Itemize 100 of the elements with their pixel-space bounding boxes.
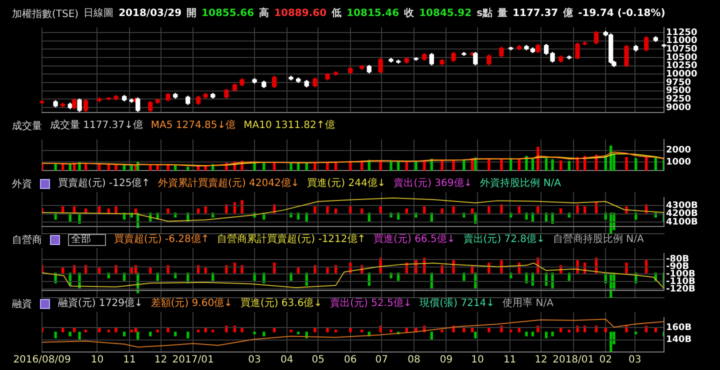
bar [452, 260, 455, 274]
text: 10815.46 [346, 8, 400, 19]
bar [525, 212, 528, 220]
bar [576, 204, 579, 214]
bar [474, 272, 477, 288]
x-tick-label: 2017/01 [172, 354, 214, 366]
chart-title: 外資 [12, 178, 32, 191]
y-tick-label: 4100B [666, 217, 698, 228]
bar [166, 208, 170, 214]
annotation: 買進(元) 63.6億↓ [240, 298, 322, 309]
text: s點 [476, 8, 493, 19]
bar [326, 206, 329, 214]
bar [149, 268, 152, 274]
x-tick-label: 2016/08/09 [13, 354, 71, 366]
bar [290, 212, 292, 218]
text: 外資持股比例 N/A [480, 178, 562, 189]
text: 2018/03/29 [118, 8, 182, 19]
annotation: 現償(張) 7214↓ [420, 298, 495, 309]
x-tick-label: 03 [248, 354, 261, 366]
annotation: 全部 [68, 234, 106, 246]
x-tick-label: 03 [628, 354, 642, 366]
bar [296, 268, 300, 274]
annotation: 自營商持股比例 N/A [552, 234, 644, 245]
bar [423, 206, 426, 214]
annotation: 使用率 N/A [502, 298, 554, 309]
y-tick-label: 10500 [666, 52, 698, 63]
text: -19.74 (-0.18%) [578, 8, 666, 19]
text: 成交量 1177.37↓億 [50, 120, 143, 131]
annotation: 賣出(元) 72.8億↓ [463, 234, 545, 245]
bar [114, 265, 118, 274]
annotation: 賣出(元) 52.5億↓ [330, 298, 412, 309]
bar [462, 212, 466, 218]
bar [379, 206, 382, 214]
bar [470, 208, 474, 214]
bar [551, 272, 554, 288]
y-tick-label: 160B [666, 323, 692, 334]
bar [166, 265, 170, 274]
x-tick-label: 12 [534, 354, 548, 366]
bar [78, 272, 81, 288]
bar [390, 212, 392, 218]
bar [583, 206, 586, 214]
chart-title: 加權指數(TSE) [12, 8, 79, 21]
text: 賣出(元) 369億↓ [394, 178, 472, 189]
bar [474, 212, 477, 224]
bar [326, 268, 329, 274]
bar [536, 258, 540, 274]
bar [488, 206, 490, 214]
bar [314, 206, 316, 214]
text: 低 [332, 8, 342, 19]
bar [204, 206, 207, 214]
text: 10855.66 [202, 8, 254, 19]
bar [334, 208, 338, 214]
x-tick-label: 04 [280, 354, 294, 366]
x-tick-label: 07 [375, 354, 388, 366]
x-tick-label: 11 [503, 354, 516, 366]
bar [525, 272, 528, 284]
x-tick-label: 08 [408, 354, 420, 366]
annotation: 自營商累計買賣超(元) -1212億↑ [217, 234, 366, 245]
bar [462, 272, 466, 281]
bar [134, 208, 138, 214]
bar [414, 212, 418, 218]
bar [130, 268, 133, 274]
text: 10845.92 [419, 8, 472, 19]
y-tick-label: 10750 [666, 44, 698, 54]
bar [500, 204, 503, 214]
bar [204, 268, 207, 274]
text: 買進(元) 244億↓ [307, 178, 386, 189]
y-tick-label: 9750 [666, 78, 692, 88]
bar [349, 206, 352, 214]
x-tick-label: 2018/01 [552, 354, 594, 366]
annotation: 買進(元) 66.5億↓ [374, 234, 456, 245]
bar [518, 206, 521, 214]
text: 買賣超(元) -125億↑ [58, 178, 150, 189]
text: 外資累計買賣超(元) 42042億↓ [158, 178, 300, 189]
bar [405, 208, 408, 214]
bar [488, 262, 490, 274]
y-tick-label: 1000 [666, 157, 692, 168]
bar [576, 260, 579, 274]
bar [612, 212, 616, 230]
y-tick-label: 9000 [666, 102, 692, 113]
text: 1177.37 [512, 8, 558, 19]
bar [314, 265, 316, 274]
text: 10889.60 [274, 8, 327, 19]
bar [452, 206, 455, 214]
x-tick-label: 12 [154, 354, 168, 366]
text: 開 [186, 8, 197, 19]
bar [500, 260, 503, 274]
y-tick-label: 2000 [666, 146, 692, 156]
bar [240, 200, 244, 214]
text: 日線圖 [84, 8, 114, 19]
bar [551, 212, 554, 224]
x-tick-label: 06 [344, 354, 357, 366]
chart-title: 成交量 [12, 120, 42, 133]
x-tick-label: 02 [599, 354, 612, 366]
chart-title: 融資 [12, 298, 32, 311]
annotation: 買賣超(元) -6.28億↑ [114, 234, 210, 245]
x-tick-label: 09 [440, 354, 453, 366]
bar [240, 265, 244, 274]
x-tick-label: 05 [312, 354, 324, 366]
annotation: 融資(元) 1729億↓ [58, 298, 143, 309]
